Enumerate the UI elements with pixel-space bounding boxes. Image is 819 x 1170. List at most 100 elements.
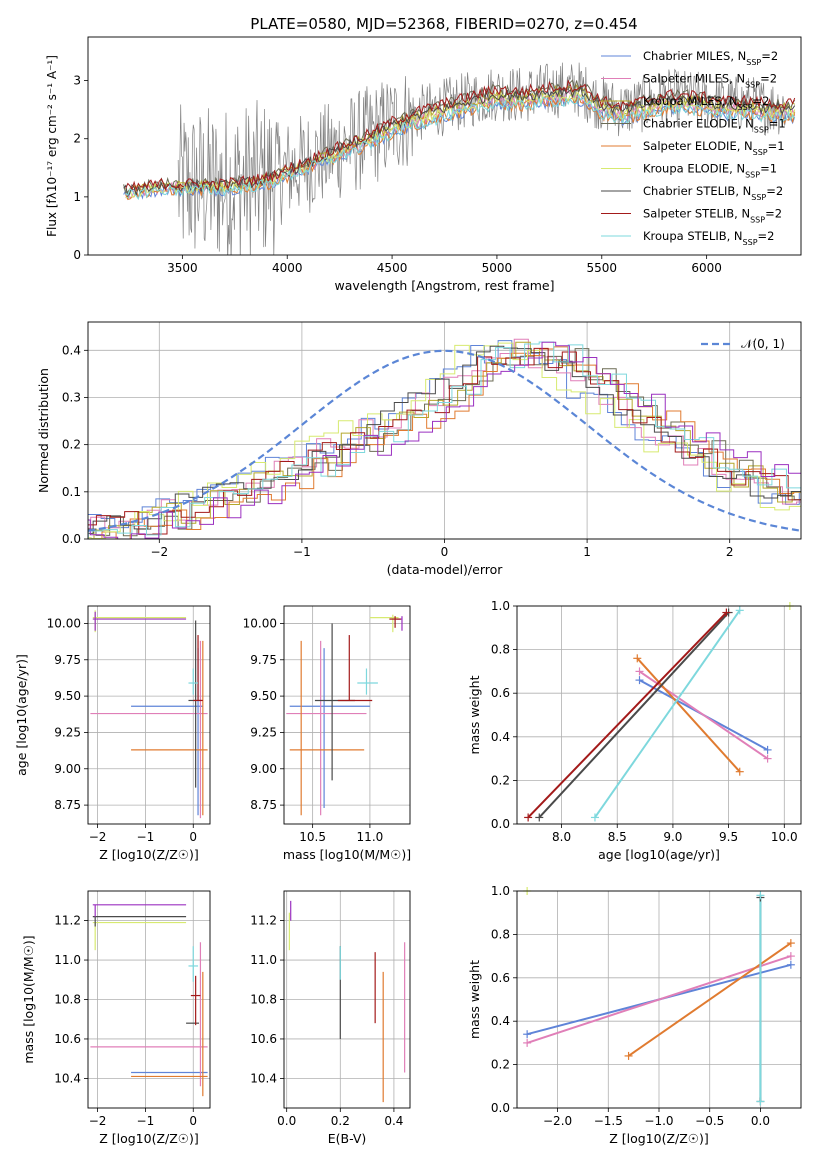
x-tick-label: 0: [189, 830, 197, 844]
y-axis-label: mass [log10(M/M☉)]: [21, 935, 36, 1063]
panel-mass_vs_ebv: 0.0 0.2 0.4 10.4 10.6 10.8 11.0 11.2 E(B-V): [250, 890, 411, 1146]
y-tick-label: 1.0: [491, 884, 510, 898]
panel-residuals: −2 −1 0 1 2 0.0 0.1 0.2 0.3 0.4 𝒩(0, 1) (data-model…: [36, 321, 802, 577]
y-tick-label: 0.4: [491, 730, 510, 744]
y-axis-label: mass weight: [467, 675, 482, 754]
axes-frame: [87, 890, 211, 1109]
model-line-5: [125, 90, 796, 198]
x-tick-label: −2: [89, 830, 107, 844]
plot-area: [526, 895, 792, 1102]
x-tick-label: −1.0: [644, 1114, 673, 1128]
y-tick-label: 10.00: [47, 616, 81, 630]
legend-label: Kroupa ELODIE, NSSP=1: [643, 162, 777, 180]
y-tick-label: 0.4: [62, 343, 81, 357]
plot-area: [90, 610, 208, 819]
legend-label: Salpeter MILES, NSSP=2: [643, 72, 777, 90]
plot-area: [288, 900, 406, 1103]
x-tick-label: −1: [137, 830, 155, 844]
x-tick-label: 2: [726, 545, 734, 559]
legend-label: Chabrier STELIB, NSSP=2: [643, 184, 783, 202]
plot-area: [123, 62, 796, 255]
weight-line: [594, 609, 741, 819]
legend-label: Salpeter STELIB, NSSP=2: [643, 207, 782, 225]
axes-frame: [516, 605, 802, 825]
weight-line: [526, 955, 792, 1044]
legend-label: Chabrier ELODIE, NSSP=1: [643, 117, 786, 135]
histogram-step-7: [88, 347, 801, 535]
x-tick-label: −2.0: [543, 1114, 572, 1128]
y-tick-label: 0.2: [491, 773, 510, 787]
axes-frame: [283, 890, 411, 1109]
y-tick-label: 10.6: [54, 1032, 81, 1046]
x-tick-label: 8.0: [552, 830, 571, 844]
y-tick-label: 0.2: [491, 1058, 510, 1072]
panel-weight_vs_age: 8.0 8.5 9.0 9.5 10.0 0.0 0.2 0.4 0.6 0.8 1.0 age [l…: [467, 599, 802, 862]
y-tick-label: 10.8: [54, 993, 81, 1007]
y-tick-label: 0: [73, 248, 81, 262]
weight-line: [527, 611, 728, 819]
y-tick-label: 0.8: [491, 927, 510, 941]
plot-area: [90, 904, 208, 1097]
x-tick-label: 1: [583, 545, 591, 559]
model-line-2: [125, 84, 796, 197]
x-tick-label: 10.0: [771, 830, 798, 844]
legend-label: 𝒩(0, 1): [741, 337, 785, 351]
x-axis-label: E(B-V): [328, 1131, 367, 1146]
x-tick-label: 0.0: [277, 1114, 296, 1128]
histogram-step-9: [88, 341, 801, 539]
x-tick-label: 4000: [272, 261, 303, 275]
y-tick-label: 0.4: [491, 1014, 510, 1028]
histogram-step-0: [88, 340, 801, 529]
y-tick-label: 0.0: [491, 817, 510, 831]
y-tick-label: 0.1: [62, 485, 81, 499]
y-tick-label: 8.75: [54, 798, 81, 812]
x-tick-label: 10.5: [299, 830, 326, 844]
y-tick-label: 9.25: [250, 725, 277, 739]
y-tick-label: 9.00: [250, 762, 277, 776]
model-line-8: [125, 94, 796, 201]
y-axis-label: Normed distribution: [36, 368, 51, 493]
plot-area: [286, 614, 403, 816]
histogram-step-8: [88, 341, 801, 539]
weight-line: [538, 611, 730, 819]
x-tick-label: 3500: [167, 261, 198, 275]
x-tick-label: −2: [150, 545, 168, 559]
histogram-step-4: [88, 346, 801, 539]
figure-title: PLATE=0580, MJD=52368, FIBERID=0270, z=0…: [250, 15, 637, 33]
y-tick-label: 1: [73, 190, 81, 204]
y-tick-label: 0.2: [62, 438, 81, 452]
y-axis-label: age [log10(age/yr)]: [14, 654, 29, 776]
x-tick-label: 9.0: [663, 830, 682, 844]
y-tick-label: 0.8: [491, 643, 510, 657]
y-tick-label: 2: [73, 132, 81, 146]
x-tick-label: −2: [89, 1114, 107, 1128]
panel-age_vs_mass: 10.5 11.0 8.75 9.00 9.25 9.50 9.75 10.00 mass [l…: [243, 605, 411, 862]
y-tick-label: 1.0: [491, 599, 510, 613]
panel-age_vs_Z: −2 −1 0 8.75 9.00 9.25 9.50 9.75 10.00 Z [log10(Z…: [14, 605, 211, 862]
x-axis-label: Z [log10(Z/Z☉)]: [99, 1131, 199, 1146]
axes-frame: [516, 890, 802, 1109]
x-axis-label: Z [log10(Z/Z☉)]: [609, 1131, 709, 1146]
y-tick-label: 9.75: [54, 653, 81, 667]
panel-weight_vs_Z: −2.0 −1.5 −1.0 −0.5 0.0 0.0 0.2 0.4 0.6 0.8 1.0 Z […: [467, 884, 802, 1146]
model-line-6: [123, 85, 796, 198]
x-tick-label: −0.5: [695, 1114, 724, 1128]
y-tick-label: 9.50: [54, 689, 81, 703]
x-tick-label: 5000: [482, 261, 513, 275]
plot-area: [527, 609, 769, 819]
x-tick-label: 11.0: [357, 830, 384, 844]
axes-frame: [87, 605, 211, 825]
x-tick-label: 0.2: [331, 1114, 350, 1128]
y-tick-label: 0.6: [491, 686, 510, 700]
x-tick-label: −1: [293, 545, 311, 559]
x-tick-label: 8.5: [608, 830, 627, 844]
y-tick-label: 0.0: [491, 1101, 510, 1115]
normal-curve: [88, 349, 801, 532]
y-tick-label: 11.0: [54, 953, 81, 967]
legend-label: Salpeter ELODIE, NSSP=1: [643, 139, 785, 157]
y-tick-label: 0.3: [62, 390, 81, 404]
y-tick-label: 0.6: [491, 971, 510, 985]
x-axis-label: age [log10(age/yr)]: [598, 847, 720, 862]
y-tick-label: 10.6: [250, 1032, 277, 1046]
x-tick-label: 5500: [587, 261, 618, 275]
